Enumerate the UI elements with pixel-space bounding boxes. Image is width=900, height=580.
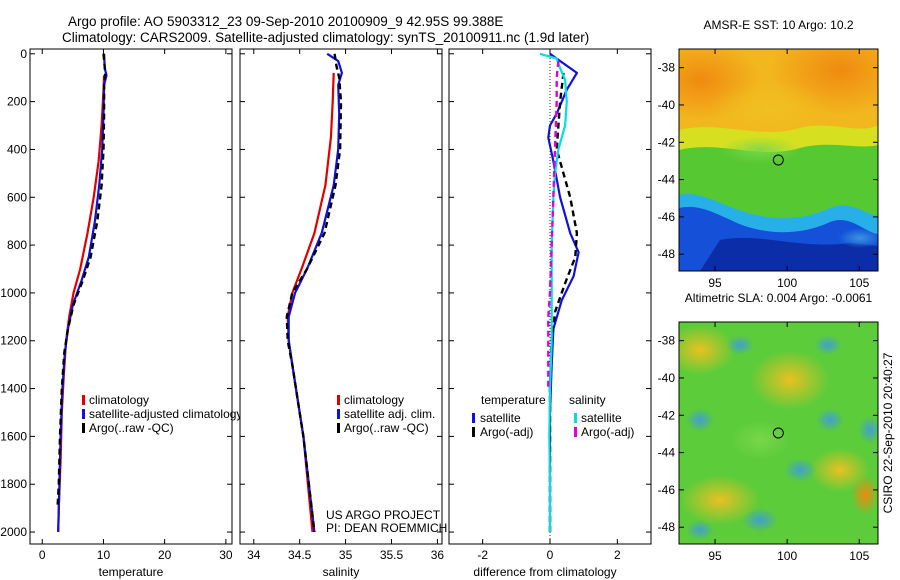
timestamp-note: CSIRO 22-Sep-2010 20:40:27 xyxy=(881,352,895,513)
x-tick-label: 35 xyxy=(339,548,353,562)
map-y-tick-label: -48 xyxy=(658,520,676,534)
profile-panels: 0 10 20 30020040060080010001200140016001800… xyxy=(0,47,652,579)
sst-map-frame xyxy=(678,48,879,272)
sla-map-frame xyxy=(678,321,879,545)
legend-label: climatology xyxy=(89,393,149,407)
legend-group-title: temperature xyxy=(481,393,546,407)
y-tick-label: 1800 xyxy=(0,477,27,491)
series-line xyxy=(285,53,343,533)
x-axis-label: temperature xyxy=(99,565,164,579)
map-x-tick-label: 95 xyxy=(708,276,722,290)
x-tick-label: 36 xyxy=(431,548,445,562)
legend-group-title: salinity xyxy=(569,393,606,407)
map-axes-sla_map: Altimetric SLA: 0.004 Argo: -0.0061 95 100… xyxy=(658,291,878,563)
y-tick-label: 1400 xyxy=(0,382,27,396)
map-x-tick-label: 100 xyxy=(777,549,797,563)
legend-swatch xyxy=(337,409,340,419)
map-y-tick-label: -38 xyxy=(658,334,676,348)
x-tick-label: 0 xyxy=(39,548,46,562)
y-tick-label: 800 xyxy=(7,238,27,252)
legend-swatch xyxy=(82,423,85,433)
legend-label: Argo(..raw -QC) xyxy=(89,421,174,435)
legend-label: satellite-adjusted climatology xyxy=(89,407,242,421)
sla-map xyxy=(679,322,878,544)
legend-swatch xyxy=(472,413,475,423)
x-axis-label: salinity xyxy=(323,565,360,579)
map-x-tick-label: 100 xyxy=(777,276,797,290)
x-tick-label: 20 xyxy=(158,548,172,562)
y-tick-label: 1600 xyxy=(0,429,27,443)
y-tick-label: 600 xyxy=(7,190,27,204)
map-y-tick-label: -40 xyxy=(658,371,676,385)
map-y-tick-label: -42 xyxy=(658,135,676,149)
map-y-tick-label: -38 xyxy=(658,61,676,75)
y-tick-label: 200 xyxy=(7,95,27,109)
map-y-tick-label: -46 xyxy=(658,210,676,224)
panel-salinity: 34 34.5 35 35.5 36 salinity climatologysatelli… xyxy=(239,48,445,579)
map-y-tick-label: -46 xyxy=(658,483,676,497)
map-x-tick-label: 105 xyxy=(849,549,869,563)
axes-frame xyxy=(239,48,443,545)
panel-temperature: 0 10 20 30 0 200 400 600 800 1000 1200 1400 1600 1800… xyxy=(0,47,242,579)
y-tick-label: 400 xyxy=(7,142,27,156)
map-x-tick-label: 105 xyxy=(849,276,869,290)
map-annotations: AMSR-E SST: 10 Argo: 10.2 95 100 105 -38 -40 -… xyxy=(658,18,895,563)
y-tick-label: 1200 xyxy=(0,334,27,348)
project-name: US ARGO PROJECT xyxy=(326,508,441,522)
legend-swatch xyxy=(82,409,85,419)
legend-swatch xyxy=(337,423,340,433)
map-axes-sst_map: AMSR-E SST: 10 Argo: 10.2 95 100 105 -38 -40 -… xyxy=(658,18,878,290)
axes-frame xyxy=(29,48,233,545)
float-location-marker xyxy=(772,154,784,166)
legend-swatch xyxy=(337,395,340,405)
map-y-tick-label: -40 xyxy=(658,98,676,112)
map-y-tick-label: -44 xyxy=(658,173,676,187)
x-axis-label: difference from climatology xyxy=(473,565,616,579)
x-tick-label: -2 xyxy=(477,548,488,562)
series-line xyxy=(547,60,560,389)
figure-title-line2: Climatology: CARS2009. Satellite-adjuste… xyxy=(62,30,590,45)
x-tick-label: 10 xyxy=(97,548,111,562)
legend-swatch xyxy=(574,413,577,423)
map-title: AMSR-E SST: 10 Argo: 10.2 xyxy=(703,18,853,32)
float-location-marker xyxy=(772,427,784,439)
x-tick-label: 34.5 xyxy=(288,548,312,562)
map-x-tick-label: 95 xyxy=(708,549,722,563)
legend-label: Argo(-adj) xyxy=(581,425,634,439)
legend-label: climatology xyxy=(344,393,404,407)
map-y-tick-label: -48 xyxy=(658,247,676,261)
map-y-tick-label: -44 xyxy=(658,446,676,460)
x-tick-label: 2 xyxy=(614,548,621,562)
x-tick-label: 35.5 xyxy=(380,548,404,562)
legend-label: Argo(-adj) xyxy=(480,425,533,439)
legend-label: Argo(..raw -QC) xyxy=(344,421,429,435)
project-pi: PI: DEAN ROEMMICH xyxy=(326,521,447,535)
y-tick-label: 0 xyxy=(20,47,27,61)
x-tick-label: 34 xyxy=(247,548,261,562)
legend-label: satellite xyxy=(480,411,521,425)
legend-label: satellite xyxy=(581,411,622,425)
map-y-tick-label: -42 xyxy=(658,408,676,422)
map-title: Altimetric SLA: 0.004 Argo: -0.0061 xyxy=(685,291,873,305)
sst-map xyxy=(679,49,878,271)
y-tick-label: 1000 xyxy=(0,286,27,300)
series-line xyxy=(56,53,107,509)
x-tick-label: 0 xyxy=(547,548,554,562)
panel-difference: -2 0 2 difference from climatology temperatu… xyxy=(448,48,652,579)
y-tick-label: 2000 xyxy=(0,525,27,539)
x-tick-label: 30 xyxy=(219,548,233,562)
figure-title-line1: Argo profile: AO 5903312_23 09-Sep-2010 … xyxy=(68,14,504,29)
legend-swatch xyxy=(472,427,475,437)
legend-swatch xyxy=(574,427,577,437)
legend-swatch xyxy=(82,395,85,405)
legend-label: satellite adj. clim. xyxy=(344,407,435,421)
